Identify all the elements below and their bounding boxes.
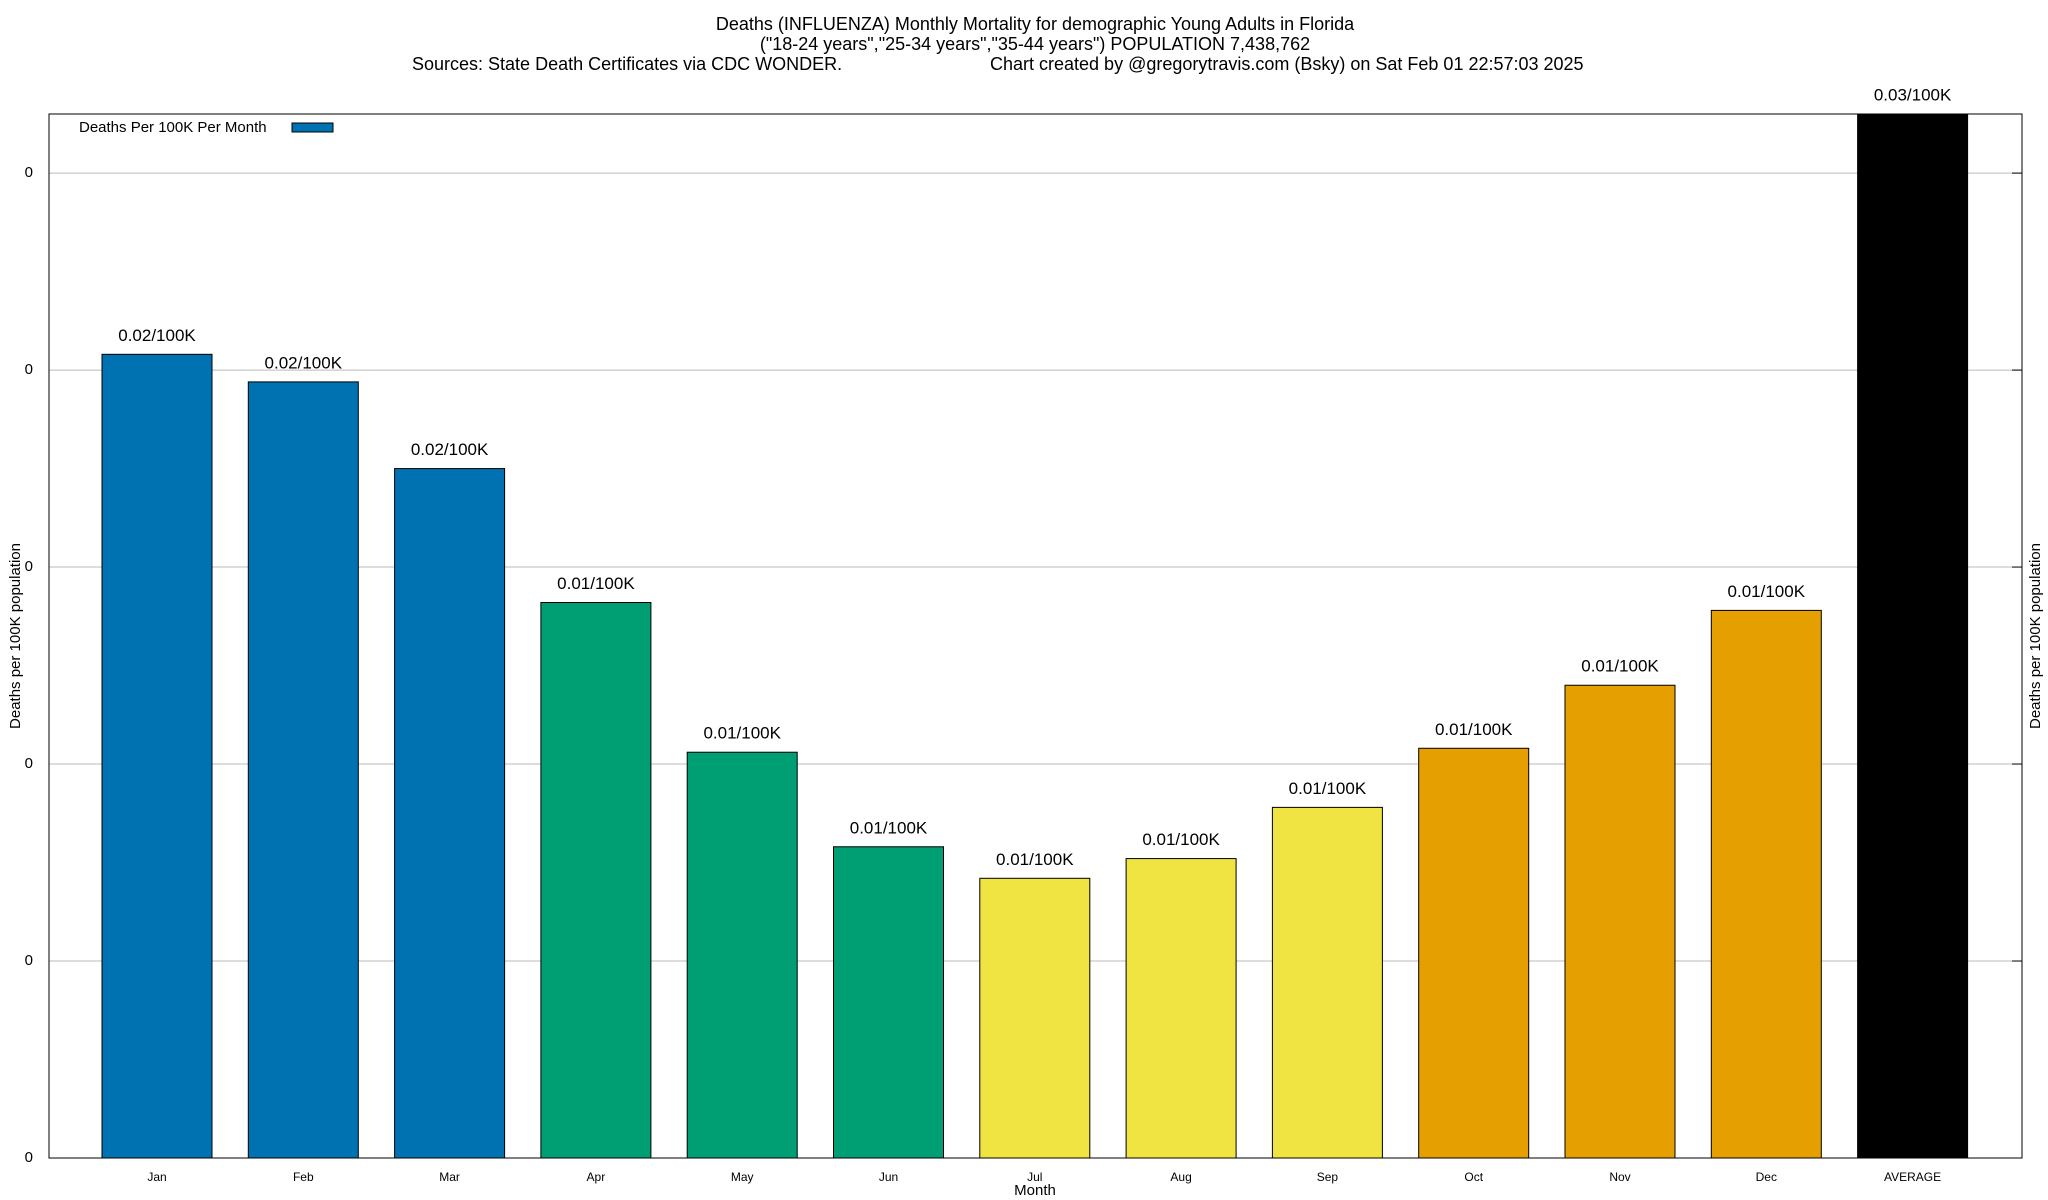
bar [101,353,213,1158]
y-tick-label: 0 [25,952,33,969]
x-tick-label: Aug [1170,1170,1191,1184]
bar [394,468,506,1158]
bar [686,751,798,1158]
chart-subtitle: ("18-24 years","25-34 years","35-44 year… [760,34,1310,54]
x-tick-label: May [731,1170,754,1184]
x-tick-label: Oct [1464,1170,1483,1184]
value-label: 0.01/100K [703,724,781,743]
x-tick-label: Jun [879,1170,898,1184]
x-tick-label: Jan [147,1170,166,1184]
bar [1710,609,1822,1158]
value-label: 0.02/100K [411,440,489,459]
x-tick-label: Feb [293,1170,314,1184]
y-tick-label: 0 [25,164,33,181]
value-label: 0.01/100K [1289,779,1367,798]
x-tick-label: Nov [1609,1170,1630,1184]
x-tick-label: Sep [1317,1170,1339,1184]
bar [1418,747,1530,1158]
value-label: 0.02/100K [118,326,196,345]
value-label: 0.01/100K [1435,720,1513,739]
legend-label: Deaths Per 100K Per Month [79,119,267,136]
value-label: 0.01/100K [1581,657,1659,676]
value-label: 0.01/100K [850,818,928,837]
y-tick-label: 0 [25,558,33,575]
y-axis-label: Deaths per 100K population [7,543,24,729]
bar [1857,114,1969,1158]
bar [979,877,1091,1158]
bar [247,381,359,1158]
value-label: 0.03/100K [1874,85,1952,104]
y-tick-label: 0 [25,755,33,772]
bar [833,846,944,1158]
value-label: 0.01/100K [1142,830,1220,849]
y2-axis-label: Deaths per 100K population [2027,543,2044,729]
x-tick-label: Apr [587,1170,606,1184]
bar [1564,684,1676,1158]
value-label: 0.01/100K [1728,582,1806,601]
chart-sources: Sources: State Death Certificates via CD… [412,54,842,74]
bar [1271,806,1383,1158]
bars [101,114,1969,1158]
chart-credit: Chart created by @gregorytravis.com (Bsk… [990,54,1584,74]
x-tick-label: AVERAGE [1884,1170,1941,1184]
y-tick-label: 0 [25,361,33,378]
y-tick-label: 0 [25,1149,33,1166]
bar [540,602,652,1158]
value-label: 0.02/100K [265,353,343,372]
value-label: 0.01/100K [557,574,635,593]
bar [1125,858,1237,1158]
x-tick-label: Mar [439,1170,460,1184]
x-axis-label: Month [1014,1182,1056,1199]
x-tick-label: Dec [1756,1170,1777,1184]
value-label: 0.01/100K [996,850,1074,869]
x-tick-label: Jul [1027,1170,1042,1184]
legend-swatch [291,122,334,133]
chart-title: Deaths (INFLUENZA) Monthly Mortality for… [716,14,1355,34]
